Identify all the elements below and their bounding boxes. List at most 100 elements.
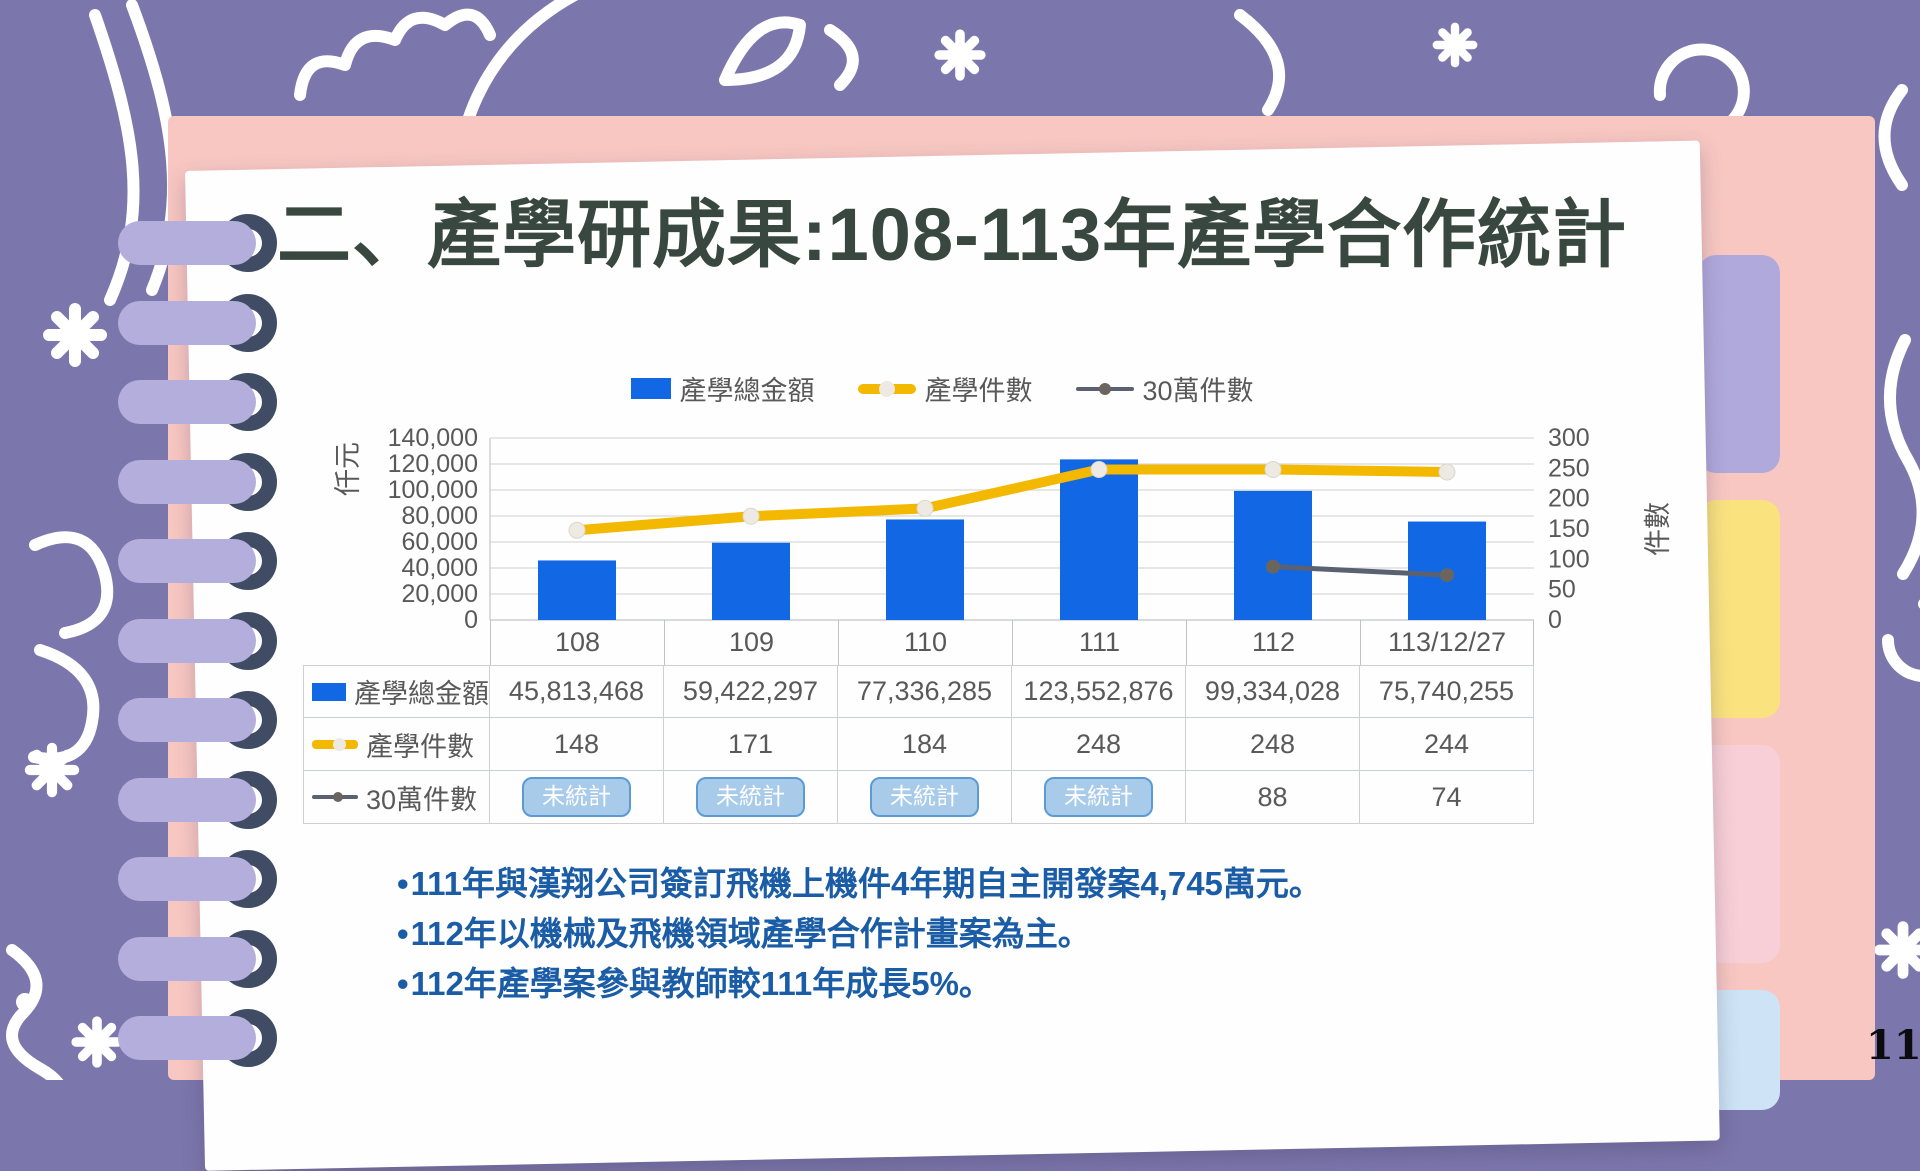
table-cell: 75,740,255 (1360, 665, 1534, 718)
table-cell: 88 (1186, 771, 1360, 824)
yellow-line-marker (568, 521, 586, 539)
coil-pill-icon (118, 698, 256, 742)
category-header: 113/12/27 (1360, 620, 1534, 665)
coil-pill-icon (118, 539, 256, 583)
bar-109 (712, 542, 790, 620)
right-axis-tick-label: 150 (1548, 515, 1590, 543)
right-axis-tick-label: 300 (1548, 424, 1590, 452)
left-axis-tick-label: 100,000 (388, 476, 478, 504)
gray-line-marker (1440, 568, 1454, 583)
bar-series-key-icon (631, 378, 672, 399)
table-cell: 45,813,468 (490, 665, 664, 718)
chart-data-table: 108 109 110 111 112 113/12/27 產學總金額 45,813,468 5… (303, 620, 1534, 824)
gray-line-marker (1266, 559, 1280, 574)
table-row-header: 30萬件數 (303, 771, 490, 824)
table-cell: 99,334,028 (1186, 665, 1360, 718)
legend-label: 30萬件數 (1142, 376, 1254, 406)
yellow-line-marker (742, 507, 760, 525)
table-cell: 未統計 (490, 771, 664, 824)
bar-112 (1234, 490, 1312, 620)
table-cell: 248 (1012, 718, 1186, 771)
not-counted-badge: 未統計 (696, 777, 805, 817)
table-cell: 74 (1360, 771, 1534, 824)
table-cell: 未統計 (664, 771, 838, 824)
left-axis-title: 仟元 (333, 442, 363, 496)
tab-yellow (1698, 500, 1780, 718)
category-header-empty-cell (303, 620, 490, 665)
legend-label: 產學總金額 (679, 376, 815, 406)
yellow-line-key-icon (312, 737, 358, 751)
right-axis-title: 件數 (1643, 502, 1673, 556)
combo-chart: 020,00040,00060,00080,000100,000120,0001… (333, 424, 1673, 634)
right-axis-tick-label: 250 (1548, 454, 1590, 482)
note-item: •112年產學案參與教師較111年成長5%。 (397, 965, 992, 1002)
row-label: 產學總金額 (354, 679, 489, 709)
table-cell: 171 (664, 718, 838, 771)
page-number: 11 (1866, 1022, 1920, 1069)
table-cell: 184 (838, 718, 1012, 771)
bar-111 (1060, 459, 1138, 620)
gray-line-key-icon (1076, 380, 1135, 398)
yellow-line-marker (1264, 461, 1282, 479)
category-header: 109 (664, 620, 838, 665)
right-axis-tick-label: 0 (1548, 606, 1562, 634)
table-row-header: 產學件數 (303, 718, 490, 771)
tab-purple (1698, 255, 1780, 473)
bar-series-key-icon (312, 682, 346, 701)
note-item: •111年與漢翔公司簽訂飛機上機件4年期自主開發案4,745萬元。 (397, 865, 1322, 902)
left-axis-tick-label: 140,000 (388, 424, 478, 452)
coil-pill-icon (118, 300, 256, 345)
coil-pill-icon (118, 221, 256, 265)
table-cell: 244 (1360, 718, 1534, 771)
yellow-line (572, 464, 1452, 536)
bar-108 (538, 560, 616, 620)
table-cell: 未統計 (838, 771, 1012, 824)
yellow-line-marker (1090, 461, 1108, 479)
bar-110 (886, 519, 964, 620)
right-axis-tick-label: 50 (1548, 576, 1576, 604)
coil-pill-icon (118, 1016, 256, 1060)
right-axis-tick-label: 200 (1548, 485, 1590, 513)
legend-item-total-amount: 產學總金額 (631, 369, 814, 408)
legend-item-300k-count: 30萬件數 (1076, 369, 1254, 408)
left-axis-tick-label: 120,000 (388, 450, 478, 478)
coil-pill-icon (118, 459, 256, 504)
not-counted-badge: 未統計 (1044, 777, 1153, 817)
left-axis-tick-label: 40,000 (402, 554, 478, 582)
bullet-marker: • (397, 915, 409, 952)
slide-title: 二、產學研成果:108-113年產學合作統計 (277, 193, 1628, 276)
table-cell: 148 (490, 718, 664, 771)
gray-line (1272, 564, 1448, 578)
coil-pill-icon (118, 618, 256, 663)
row-label: 30萬件數 (366, 784, 478, 815)
notes-list: •111年與漢翔公司簽訂飛機上機件4年期自主開發案4,745萬元。 •112年以… (397, 859, 1322, 1009)
yellow-line-marker (916, 499, 934, 517)
coil-pill-icon (118, 380, 256, 424)
category-header: 111 (1012, 620, 1186, 665)
gray-line-key-icon (312, 790, 358, 804)
coil-pill-icon (118, 777, 256, 822)
coil-pill-icon (118, 857, 256, 901)
right-axis-tick-label: 100 (1548, 545, 1590, 573)
table-cell: 77,336,285 (838, 665, 1012, 718)
table-row-header: 產學總金額 (303, 665, 490, 718)
row-label: 產學件數 (366, 731, 474, 762)
category-header: 110 (838, 620, 1012, 665)
not-counted-badge: 未統計 (870, 777, 979, 817)
table-cell: 未統計 (1012, 771, 1186, 824)
left-axis-tick-label: 60,000 (402, 528, 478, 556)
bullet-marker: • (397, 965, 409, 1002)
category-header: 108 (490, 620, 664, 665)
table-cell: 123,552,876 (1012, 665, 1186, 718)
left-axis-tick-label: 20,000 (402, 580, 478, 608)
left-axis-tick-label: 80,000 (402, 502, 478, 530)
category-header: 112 (1186, 620, 1360, 665)
table-cell: 59,422,297 (664, 665, 838, 718)
legend-item-case-count: 產學件數 (858, 369, 1032, 408)
chart-legend: 產學總金額 產學件數 30萬件數 (185, 369, 1700, 408)
legend-label: 產學件數 (924, 376, 1033, 406)
yellow-line-key-icon (858, 380, 917, 398)
coil-pill-icon (118, 936, 256, 981)
table-cell: 248 (1186, 718, 1360, 771)
slide-content: 二、產學研成果:108-113年產學合作統計 產學總金額 產學件數 30萬件數 … (185, 171, 1700, 1080)
